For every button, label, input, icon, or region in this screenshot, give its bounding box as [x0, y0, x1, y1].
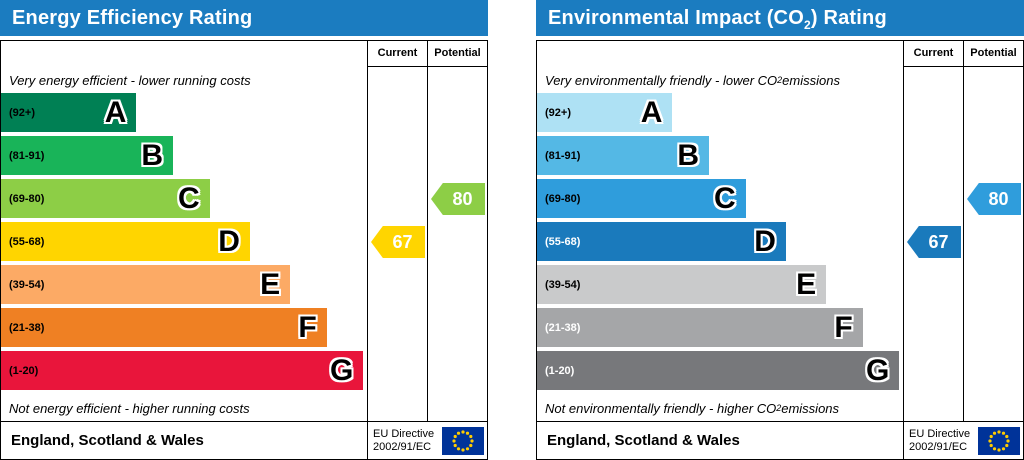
band-letter: F: [298, 310, 317, 344]
band-range-label: (92+): [545, 106, 571, 119]
band-range-label: (81-91): [545, 149, 581, 162]
band-range-label: (81-91): [9, 149, 45, 162]
eu-directive-line1: EU Directive: [909, 427, 971, 440]
band-f: (21-38) F: [1, 308, 327, 347]
band-letter: G: [865, 353, 890, 387]
band-letter: D: [754, 224, 776, 258]
top-note-text: Very energy efficient - lower running co…: [9, 72, 251, 88]
bands: (92+) A (81-91) B (69-80) C (55-68) D (39-54…: [537, 93, 903, 395]
band-range-label: (1-20): [545, 364, 575, 377]
potential-value: 80: [452, 188, 473, 209]
eu-directive-line2: 2002/91/EC: [373, 440, 432, 453]
bottom-note-sub: 2: [776, 403, 782, 413]
potential-column: 80: [963, 67, 1023, 421]
eu-flag-icon: [442, 426, 484, 455]
current-column: 67: [367, 67, 427, 421]
band-f: (21-38) F: [537, 308, 863, 347]
band-b: (81-91) B: [1, 136, 174, 175]
band-range-label: (69-80): [545, 192, 581, 205]
current-value: 67: [392, 231, 413, 252]
band-letter: D: [218, 224, 240, 258]
bottom-note-text: Not energy efficient - higher running co…: [9, 400, 250, 416]
chart-header-spacer: [537, 41, 903, 67]
eu-directive-line1: EU Directive: [373, 427, 435, 440]
band-letter: C: [177, 181, 200, 215]
top-note: Very energy efficient - lower running co…: [1, 67, 367, 93]
band-letter: C: [713, 181, 736, 215]
bands: (92+) A (81-91) B (69-80) C (55-68) D (39-54…: [1, 93, 367, 395]
footer-region: England, Scotland & Wales: [1, 421, 367, 459]
band-range-label: (55-68): [545, 235, 581, 248]
panel-header: Energy Efficiency Rating: [0, 0, 488, 36]
footer-directive: EU Directive 2002/91/EC: [367, 421, 487, 459]
band-g: (1-20) G: [537, 351, 900, 390]
panel-header: Environmental Impact (CO2) Rating: [536, 0, 1024, 36]
band-range-label: (55-68): [9, 235, 45, 248]
band-d: (55-68) D: [1, 222, 250, 261]
chart-area: Very energy efficient - lower running co…: [1, 67, 367, 421]
potential-column: 80: [427, 67, 487, 421]
footer-directive: EU Directive 2002/91/EC: [903, 421, 1023, 459]
band-c: (69-80) C: [537, 179, 746, 218]
page-title: Energy Efficiency Rating: [12, 7, 253, 29]
band-range-label: (39-54): [545, 278, 581, 291]
top-note-sub: 2: [777, 75, 783, 85]
current-column-header: Current: [903, 41, 963, 67]
current-column: 67: [903, 67, 963, 421]
page-title: Environmental Impact (CO: [548, 7, 804, 29]
band-range-label: (69-80): [9, 192, 45, 205]
eu-directive-text: EU Directive 2002/91/EC: [373, 428, 434, 454]
chart-header-spacer: [1, 41, 367, 67]
band-letter: A: [640, 95, 663, 129]
bottom-note-text: Not environmentally friendly - higher CO: [545, 400, 777, 416]
bottom-note: Not energy efficient - higher running co…: [1, 395, 367, 421]
band-e: (39-54) E: [537, 265, 827, 304]
band-letter: F: [834, 310, 853, 344]
band-range-label: (39-54): [9, 278, 45, 291]
rating-table: Current Potential Very energy efficient …: [0, 40, 488, 460]
top-note-text: Very environmentally friendly - lower CO: [545, 72, 778, 88]
current-value: 67: [928, 231, 949, 252]
band-letter: G: [329, 353, 354, 387]
band-b: (81-91) B: [537, 136, 710, 175]
band-letter: A: [104, 95, 127, 129]
eu-directive-text: EU Directive 2002/91/EC: [909, 428, 970, 454]
page-title-post: ) Rating: [810, 7, 887, 29]
band-letter: E: [796, 267, 817, 301]
environmental-impact-panel: Environmental Impact (CO2) Rating Curren…: [536, 0, 1024, 460]
band-range-label: (21-38): [9, 321, 45, 334]
eu-directive-line2: 2002/91/EC: [909, 440, 968, 453]
current-column-header: Current: [367, 41, 427, 67]
footer-region: England, Scotland & Wales: [537, 421, 903, 459]
band-letter: B: [141, 138, 164, 172]
current-arrow: 67: [371, 226, 425, 258]
potential-arrow: 80: [431, 183, 485, 215]
band-range-label: (21-38): [545, 321, 581, 334]
current-arrow: 67: [907, 226, 961, 258]
band-a: (92+) A: [537, 93, 673, 132]
band-range-label: (92+): [9, 106, 35, 119]
top-note: Very environmentally friendly - lower CO…: [537, 67, 903, 93]
chart-area: Very environmentally friendly - lower CO…: [537, 67, 903, 421]
eu-flag-icon: [978, 426, 1020, 455]
potential-arrow: 80: [967, 183, 1021, 215]
band-d: (55-68) D: [537, 222, 786, 261]
title-subscript: 2: [803, 18, 811, 32]
band-g: (1-20) G: [1, 351, 364, 390]
potential-column-header: Potential: [427, 41, 487, 67]
energy-efficiency-panel: Energy Efficiency Rating Current Potenti…: [0, 0, 488, 460]
rating-table: Current Potential Very environmentally f…: [536, 40, 1024, 460]
band-letter: B: [677, 138, 700, 172]
bottom-note-post: emissions: [781, 400, 840, 416]
band-range-label: (1-20): [9, 364, 39, 377]
band-letter: E: [260, 267, 281, 301]
top-note-post: emissions: [782, 72, 840, 88]
band-a: (92+) A: [1, 93, 137, 132]
potential-column-header: Potential: [963, 41, 1023, 67]
band-e: (39-54) E: [1, 265, 291, 304]
bottom-note: Not environmentally friendly - higher CO…: [537, 395, 903, 421]
potential-value: 80: [988, 188, 1009, 209]
band-c: (69-80) C: [1, 179, 210, 218]
